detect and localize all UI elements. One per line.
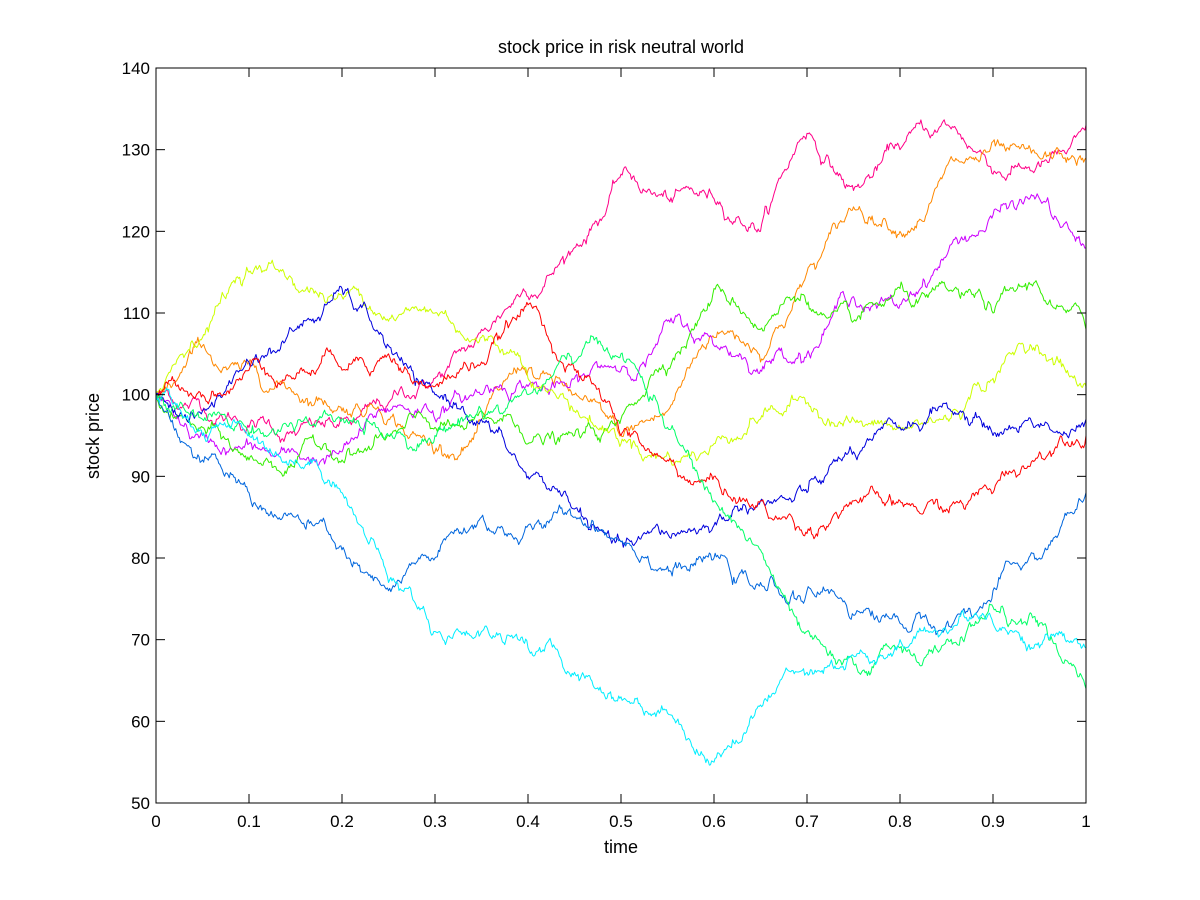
- x-tick-label: 0.5: [609, 812, 633, 831]
- x-tick-label: 0.2: [330, 812, 354, 831]
- y-tick-label: 90: [131, 467, 150, 486]
- y-tick-label: 130: [122, 141, 150, 160]
- series-line-7: [155, 301, 1087, 540]
- chart-title: stock price in risk neutral world: [498, 37, 744, 57]
- series-line-5: [155, 259, 1087, 466]
- x-tick-label: 0.3: [423, 812, 447, 831]
- y-tick-label: 140: [122, 59, 150, 78]
- x-tick-label: 0: [151, 812, 160, 831]
- series-line-8: [155, 394, 1087, 636]
- y-tick-label: 80: [131, 549, 150, 568]
- series-line-1: [155, 119, 1087, 443]
- x-tick-label: 0.6: [702, 812, 726, 831]
- x-tick-label: 0.1: [237, 812, 261, 831]
- x-axis-label: time: [604, 837, 638, 857]
- y-tick-label: 60: [131, 712, 150, 731]
- plot-area: [155, 119, 1087, 766]
- x-tick-label: 1: [1081, 812, 1090, 831]
- x-tick-label: 0.4: [516, 812, 540, 831]
- y-tick-label: 120: [122, 222, 150, 241]
- x-tick-label: 0.9: [981, 812, 1005, 831]
- x-tick-label: 0.8: [888, 812, 912, 831]
- series-line-4: [155, 280, 1087, 477]
- y-tick-label: 50: [131, 794, 150, 813]
- y-axis-label: stock price: [83, 393, 103, 479]
- y-tick-label: 100: [122, 386, 150, 405]
- axis-ticks: 0 0.1 0.2 0.3 0.4 0.5 0.6 0.7 0.8 0.9 1 50 60 70 80 90 1…: [122, 59, 1091, 831]
- series-line-10: [155, 387, 1087, 766]
- x-tick-label: 0.7: [795, 812, 819, 831]
- y-tick-label: 110: [123, 304, 150, 323]
- y-tick-label: 70: [131, 631, 150, 650]
- axes-frame: [155, 67, 1087, 804]
- series-line-9: [155, 335, 1087, 689]
